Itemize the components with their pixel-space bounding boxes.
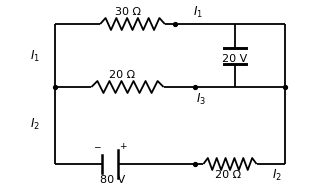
Text: 20 Ω: 20 Ω bbox=[109, 70, 135, 80]
Text: 20 V: 20 V bbox=[222, 54, 247, 64]
Text: $I_1$: $I_1$ bbox=[30, 48, 40, 64]
Text: 30 Ω: 30 Ω bbox=[115, 7, 141, 17]
Text: $+$: $+$ bbox=[119, 141, 127, 151]
Text: $I_2$: $I_2$ bbox=[30, 116, 40, 132]
Text: 80 V: 80 V bbox=[100, 175, 126, 185]
Text: 20 Ω: 20 Ω bbox=[215, 170, 241, 180]
Text: $I_3$: $I_3$ bbox=[196, 91, 206, 107]
Text: $I_2$: $I_2$ bbox=[272, 167, 282, 183]
Text: $-$: $-$ bbox=[93, 141, 101, 151]
Text: $I_1$: $I_1$ bbox=[193, 4, 203, 20]
